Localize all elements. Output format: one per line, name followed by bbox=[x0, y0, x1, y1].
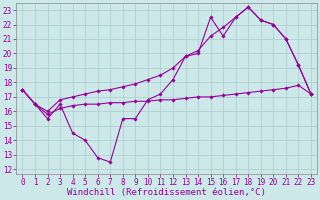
X-axis label: Windchill (Refroidissement éolien,°C): Windchill (Refroidissement éolien,°C) bbox=[67, 188, 266, 197]
